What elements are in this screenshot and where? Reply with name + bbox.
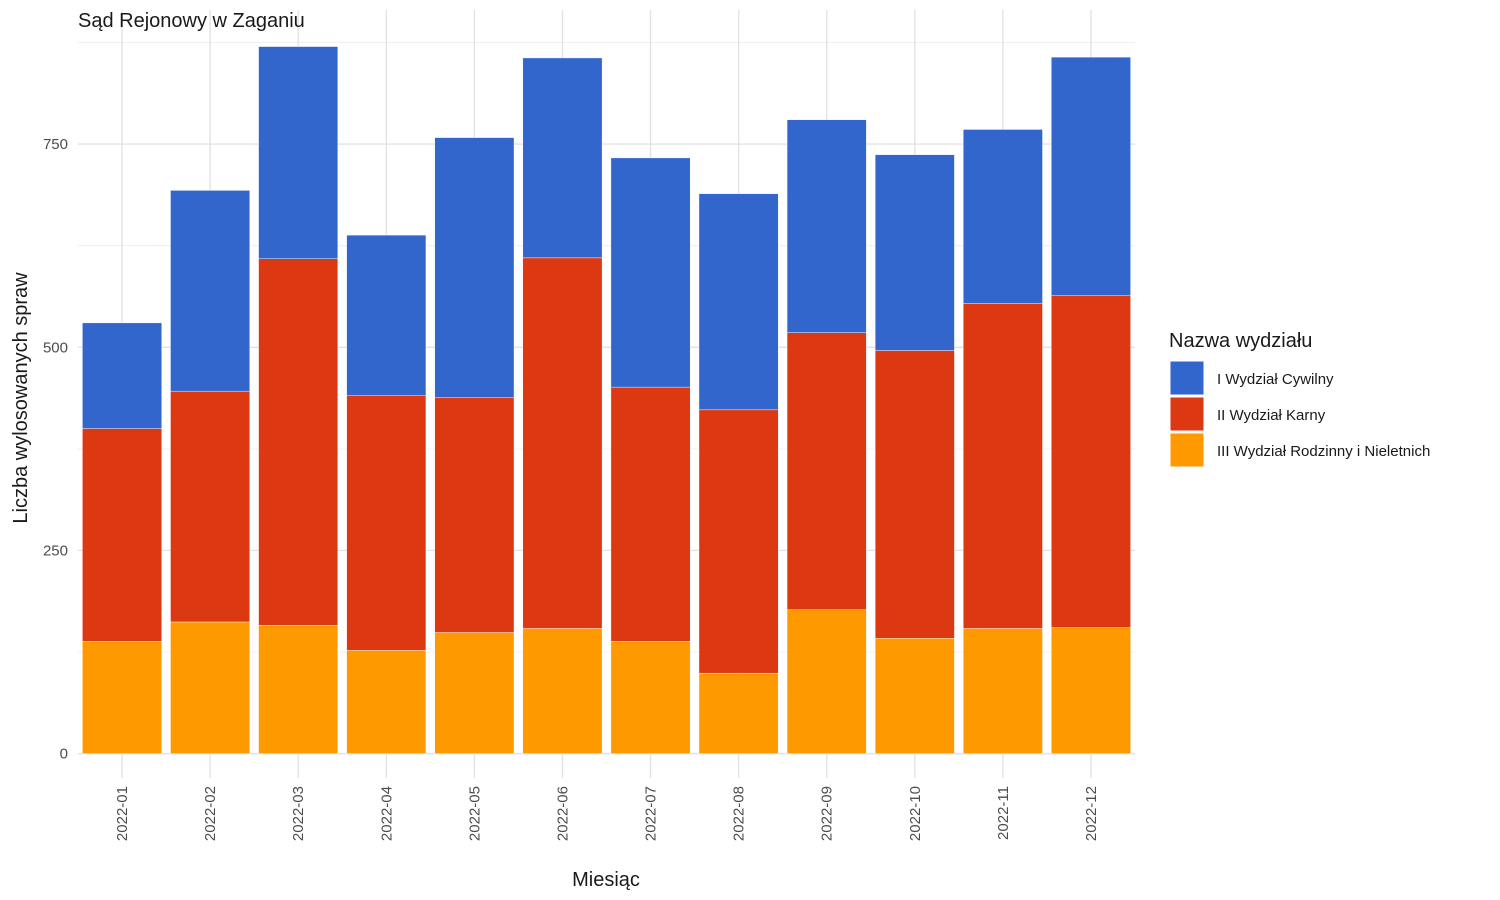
y-axis-ticks: 0 250 500 750: [43, 136, 68, 763]
y-tick-label: 750: [43, 136, 68, 153]
x-tick-label: 2022-08: [731, 786, 748, 841]
bar-segment-2022-09-s2: [786, 119, 867, 333]
bar-segment-2022-11-s0: [963, 628, 1043, 754]
bar-segment-2022-10-s0: [874, 638, 955, 754]
bar-segment-2022-02-s2: [170, 190, 250, 392]
bar-segment-2022-07-s2: [610, 157, 691, 388]
bar-segment-2022-06-s0: [522, 628, 603, 754]
chart-title: Sąd Rejonowy w Zaganiu: [78, 10, 305, 32]
bar-segment-2022-03-s2: [258, 46, 339, 259]
bar-segment-2022-09-s1: [786, 332, 867, 610]
bar-segment-2022-11-s1: [963, 303, 1043, 629]
y-tick-label: 0: [60, 746, 68, 763]
x-tick-label: 2022-05: [466, 786, 483, 841]
bar-segment-2022-02-s1: [170, 390, 250, 623]
bar-segment-2022-01-s1: [82, 428, 162, 642]
legend-label: II Wydział Karny: [1217, 407, 1326, 424]
x-axis-title: Miesiąc: [572, 869, 640, 891]
x-tick-label: 2022-03: [290, 786, 307, 841]
legend-swatch: [1169, 396, 1205, 432]
bar-segment-2022-08-s1: [698, 409, 779, 674]
bar-segment-2022-01-s0: [82, 641, 162, 754]
bars: [82, 46, 1131, 754]
bar-segment-2022-12-s0: [1051, 627, 1131, 754]
x-tick-label: 2022-01: [114, 786, 131, 841]
bar-segment-2022-10-s2: [874, 154, 955, 351]
legend-label: III Wydział Rodzinny i Nieletnich: [1217, 443, 1430, 460]
bar-segment-2022-08-s0: [698, 672, 779, 754]
bar-segment-2022-03-s0: [258, 625, 339, 754]
legend-swatch: [1169, 360, 1205, 396]
bar-segment-2022-10-s1: [874, 350, 955, 639]
x-tick-label: 2022-07: [643, 786, 660, 841]
bar-segment-2022-03-s1: [258, 258, 339, 626]
bar-segment-2022-05-s0: [434, 632, 515, 754]
bar-segment-2022-06-s1: [522, 257, 603, 629]
y-tick-label: 500: [43, 339, 68, 356]
x-tick-label: 2022-10: [907, 786, 924, 841]
y-tick-label: 250: [43, 542, 68, 559]
bar-segment-2022-04-s2: [346, 234, 427, 396]
x-tick-label: 2022-02: [202, 786, 219, 841]
bar-segment-2022-12-s2: [1051, 56, 1131, 296]
x-tick-label: 2022-11: [995, 786, 1012, 840]
bar-segment-2022-02-s0: [170, 621, 250, 754]
x-tick-label: 2022-12: [1083, 786, 1100, 841]
bar-segment-2022-07-s0: [610, 641, 691, 754]
legend-swatch: [1169, 432, 1205, 468]
y-axis-title: Liczba wylosowanych spraw: [10, 272, 32, 524]
bar-segment-2022-08-s2: [698, 193, 779, 411]
bar-segment-2022-01-s2: [82, 322, 162, 429]
bar-segment-2022-12-s1: [1051, 295, 1131, 628]
x-tick-label: 2022-06: [554, 786, 571, 841]
legend: Nazwa wydziału I Wydział Cywilny II Wydzi…: [1169, 330, 1430, 468]
bar-segment-2022-05-s2: [434, 137, 515, 398]
legend-label: I Wydział Cywilny: [1217, 371, 1334, 388]
x-tick-label: 2022-04: [378, 786, 395, 841]
bar-segment-2022-04-s0: [346, 650, 427, 754]
bar-segment-2022-04-s1: [346, 395, 427, 651]
legend-title: Nazwa wydziału: [1169, 330, 1312, 352]
x-tick-label: 2022-09: [819, 786, 836, 841]
bar-segment-2022-09-s0: [786, 609, 867, 754]
bar-segment-2022-05-s1: [434, 397, 515, 633]
bar-segment-2022-11-s2: [963, 129, 1043, 304]
bar-segment-2022-07-s1: [610, 386, 691, 642]
bar-segment-2022-06-s2: [522, 57, 603, 259]
x-axis-ticks: 2022-01 2022-02 2022-03 2022-04 2022-05 2022-…: [114, 786, 1100, 841]
